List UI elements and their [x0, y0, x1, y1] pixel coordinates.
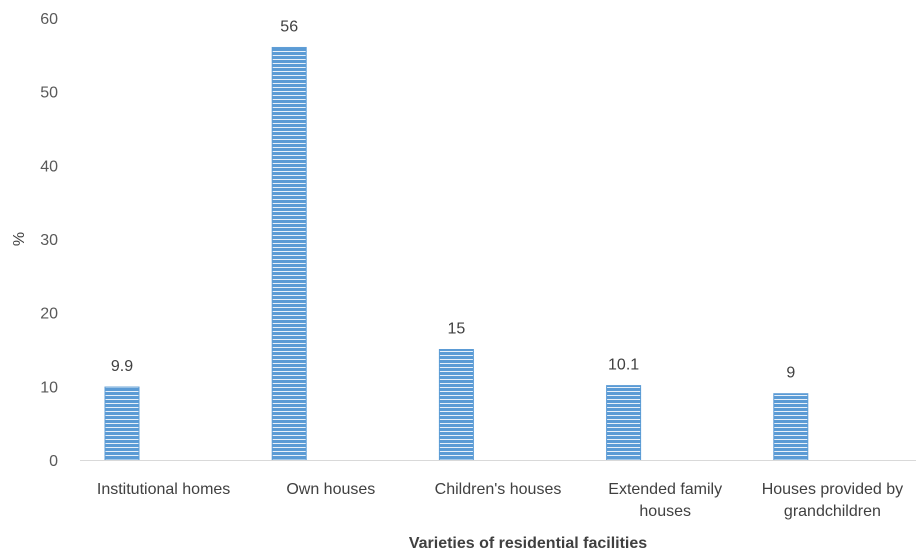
- x-tick-label: Houses provided by grandchildren: [762, 481, 903, 520]
- y-tick-label: 60: [40, 11, 58, 28]
- y-axis-title: %: [11, 232, 28, 246]
- data-label: 10.1: [608, 357, 639, 374]
- y-tick-label: 10: [40, 379, 58, 396]
- bar: [606, 385, 642, 461]
- x-tick-label: Children's houses: [435, 481, 562, 498]
- x-tick-label: Institutional homes: [97, 481, 230, 498]
- data-label: 9: [786, 365, 795, 382]
- category-labels: Institutional homes Own houses Children's …: [97, 481, 903, 520]
- x-tick-label: Own houses: [286, 481, 375, 498]
- x-axis-title: Varieties of residential facilities: [409, 535, 647, 552]
- y-tick-label: 0: [49, 453, 58, 470]
- bar: [438, 349, 474, 461]
- x-tick-label: Extended family houses: [608, 481, 722, 520]
- data-labels: 9.9 56 15 10.1 9: [111, 18, 795, 381]
- y-tick-label: 50: [40, 85, 58, 102]
- data-label: 15: [448, 321, 466, 338]
- bar: [104, 386, 140, 461]
- bars: [104, 46, 809, 461]
- data-label: 56: [280, 18, 298, 35]
- y-tick-label: 40: [40, 158, 58, 175]
- bar: [773, 393, 809, 461]
- data-label: 9.9: [111, 358, 133, 375]
- y-tick-label: 30: [40, 232, 58, 249]
- bar: [271, 46, 307, 461]
- y-tick-label: 20: [40, 306, 58, 323]
- y-axis-ticks: 0 10 20 30 40 50 60: [40, 11, 58, 470]
